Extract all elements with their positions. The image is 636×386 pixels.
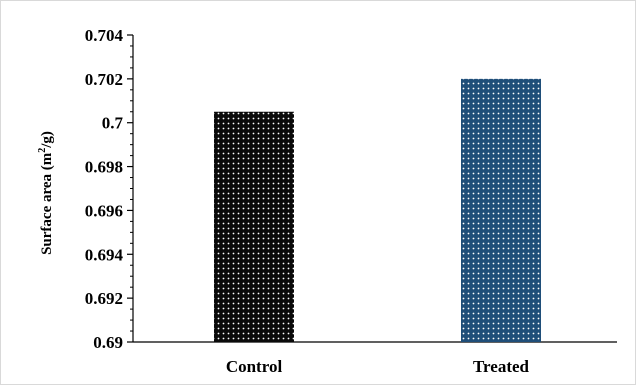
y-axis-title-end: /g) [39, 131, 55, 149]
x-category-label: Treated [473, 357, 530, 376]
y-axis-title: Surface area (m2/g) [37, 131, 55, 255]
y-axis: 0.704 0.702 0.7 0.698 0.696 0.694 0.692 0.69 [85, 26, 617, 352]
bar-treated [461, 78, 541, 342]
bars [214, 78, 541, 342]
y-axis-title-main: Surface area (m [39, 152, 55, 255]
bar-control [214, 111, 294, 342]
x-category-label: Control [226, 357, 283, 376]
y-tick-label: 0.704 [85, 26, 124, 45]
y-tick-label: 0.698 [85, 158, 123, 177]
y-tick-label: 0.694 [85, 245, 124, 264]
y-tick-label: 0.696 [85, 201, 123, 220]
y-tick-label: 0.69 [93, 333, 123, 352]
y-tick-label: 0.7 [102, 114, 124, 133]
x-axis-labels: Control Treated [226, 357, 530, 376]
y-axis-title-superscript: 2 [37, 148, 48, 153]
y-tick-label: 0.702 [85, 70, 123, 89]
y-tick-label: 0.692 [85, 289, 123, 308]
